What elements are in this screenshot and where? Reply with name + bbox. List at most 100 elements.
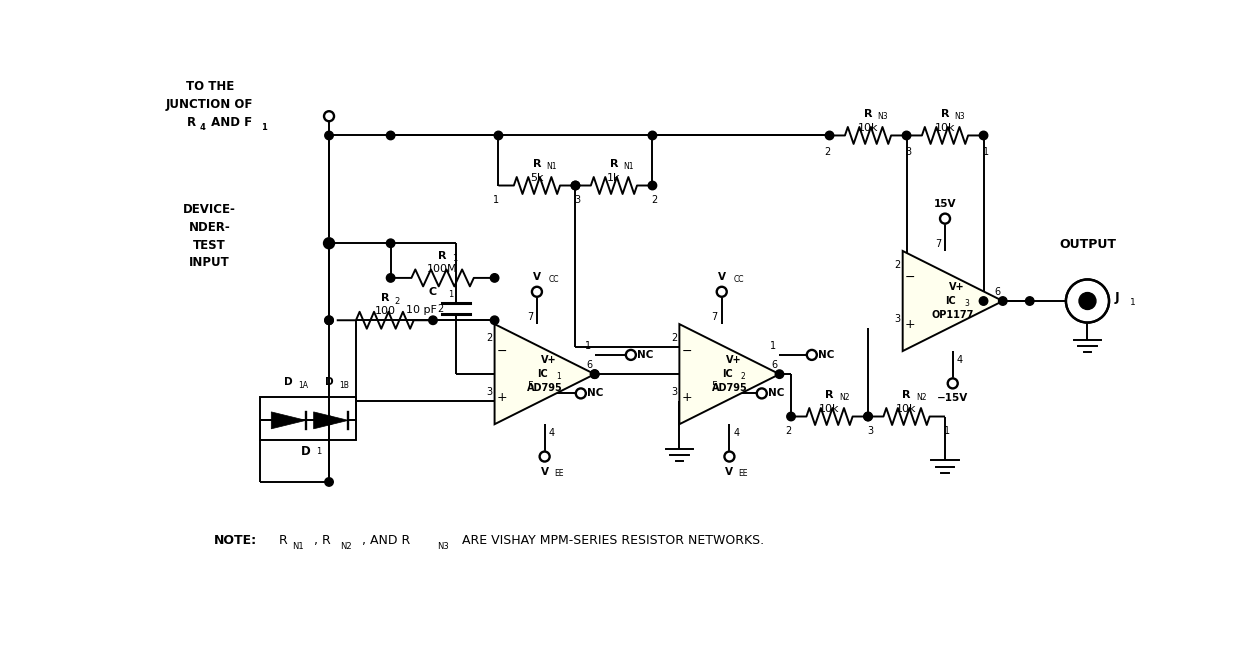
- Circle shape: [495, 131, 502, 140]
- Text: N1: N1: [623, 162, 634, 171]
- Text: D: D: [284, 377, 293, 387]
- Text: NOTE:: NOTE:: [214, 534, 257, 547]
- Text: 6: 6: [771, 360, 777, 370]
- Text: 3: 3: [964, 299, 969, 308]
- Text: N2: N2: [915, 393, 926, 402]
- Circle shape: [324, 316, 333, 324]
- Circle shape: [940, 214, 950, 224]
- Text: TEST: TEST: [193, 239, 227, 252]
- Text: 6: 6: [586, 360, 592, 370]
- Text: 4: 4: [199, 122, 205, 131]
- Circle shape: [626, 350, 636, 360]
- Text: R: R: [532, 158, 541, 169]
- Circle shape: [324, 477, 333, 486]
- Circle shape: [571, 181, 580, 190]
- Text: , R: , R: [314, 534, 331, 547]
- Text: 100: 100: [374, 307, 396, 317]
- Text: R: R: [825, 390, 834, 400]
- Text: OP1177: OP1177: [931, 310, 974, 320]
- Circle shape: [806, 350, 816, 360]
- Circle shape: [1065, 279, 1109, 322]
- Text: 3: 3: [486, 387, 492, 397]
- Circle shape: [725, 451, 735, 462]
- Text: N3: N3: [878, 112, 888, 121]
- Polygon shape: [272, 412, 305, 429]
- Text: 2: 2: [394, 297, 399, 305]
- Text: +: +: [905, 318, 915, 331]
- Circle shape: [948, 379, 958, 388]
- Text: 2: 2: [894, 260, 900, 270]
- Text: 10 pF: 10 pF: [406, 305, 437, 315]
- Text: NC: NC: [587, 388, 603, 398]
- Text: CC: CC: [734, 275, 744, 284]
- Text: C: C: [428, 287, 437, 297]
- Circle shape: [324, 238, 334, 249]
- Bar: [259, 397, 356, 439]
- Text: 1: 1: [493, 195, 500, 205]
- Circle shape: [756, 388, 766, 398]
- Text: 7: 7: [527, 312, 533, 322]
- Circle shape: [775, 370, 784, 379]
- Text: 3: 3: [894, 314, 900, 324]
- Text: 4: 4: [734, 428, 740, 438]
- Circle shape: [864, 412, 873, 421]
- Text: R: R: [187, 116, 195, 129]
- Text: N1: N1: [292, 542, 304, 551]
- Text: 7: 7: [711, 312, 717, 322]
- Text: NC: NC: [637, 350, 654, 360]
- Text: D: D: [324, 377, 333, 387]
- Circle shape: [324, 316, 333, 324]
- Circle shape: [979, 131, 988, 140]
- Text: V+: V+: [725, 355, 741, 366]
- Circle shape: [571, 181, 580, 190]
- Text: 1: 1: [983, 147, 989, 157]
- Text: V: V: [533, 272, 541, 282]
- Text: 6: 6: [994, 287, 1000, 297]
- Text: AD795: AD795: [711, 383, 747, 393]
- Circle shape: [387, 273, 394, 282]
- Text: IC: IC: [721, 369, 732, 379]
- Text: 10k: 10k: [896, 404, 916, 414]
- Polygon shape: [680, 324, 780, 424]
- Text: 2: 2: [437, 304, 443, 314]
- Text: R: R: [864, 109, 873, 118]
- Text: IC: IC: [537, 369, 547, 379]
- Text: +: +: [497, 390, 507, 404]
- Text: JUNCTION OF: JUNCTION OF: [167, 98, 253, 111]
- Text: 2: 2: [651, 195, 657, 205]
- Circle shape: [324, 239, 333, 247]
- Circle shape: [491, 273, 498, 282]
- Text: 4: 4: [548, 428, 555, 438]
- Text: 100M: 100M: [427, 264, 458, 274]
- Text: CC: CC: [548, 275, 558, 284]
- Text: N1: N1: [546, 162, 557, 171]
- Text: N2: N2: [341, 542, 352, 551]
- Circle shape: [387, 239, 394, 247]
- Circle shape: [979, 297, 988, 305]
- Circle shape: [716, 286, 726, 297]
- Circle shape: [324, 111, 334, 121]
- Text: INPUT: INPUT: [189, 256, 230, 269]
- Text: R: R: [279, 534, 288, 547]
- Text: V+: V+: [949, 282, 964, 292]
- Circle shape: [786, 412, 795, 421]
- Text: IC: IC: [945, 296, 955, 306]
- Text: 10k: 10k: [935, 123, 955, 133]
- Text: −: −: [682, 345, 692, 358]
- Circle shape: [324, 131, 333, 140]
- Text: NC: NC: [818, 350, 834, 360]
- Text: 1: 1: [316, 447, 322, 456]
- Text: 1k: 1k: [607, 173, 621, 183]
- Text: NC: NC: [767, 388, 784, 398]
- Text: TO THE: TO THE: [185, 80, 234, 93]
- Circle shape: [491, 316, 498, 324]
- Text: V+: V+: [541, 355, 556, 366]
- Circle shape: [532, 286, 542, 297]
- Text: R: R: [438, 251, 447, 261]
- Text: ARE VISHAY MPM-SERIES RESISTOR NETWORKS.: ARE VISHAY MPM-SERIES RESISTOR NETWORKS.: [458, 534, 765, 547]
- Text: −15V: −15V: [936, 394, 968, 404]
- Polygon shape: [314, 412, 348, 429]
- Text: 5: 5: [711, 381, 717, 391]
- Text: 2: 2: [671, 334, 677, 343]
- Text: 10k: 10k: [819, 404, 840, 414]
